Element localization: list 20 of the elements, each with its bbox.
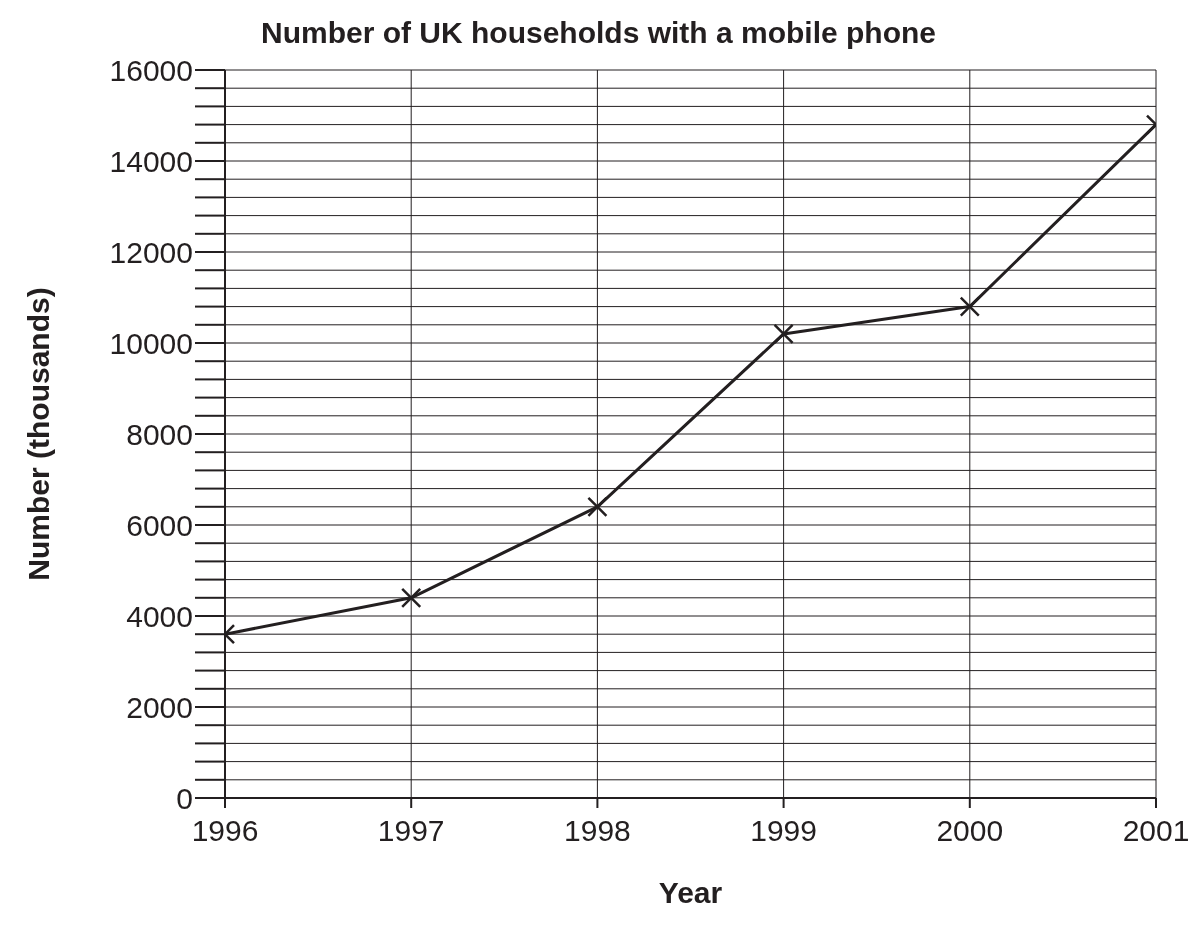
- y-tick-label: 0: [176, 781, 193, 815]
- x-tick-label: 1997: [377, 814, 445, 848]
- y-tick-label: 10000: [109, 326, 193, 360]
- y-tick-label: 16000: [109, 53, 193, 87]
- y-tick-label: 4000: [126, 599, 193, 633]
- y-tick-label: 12000: [109, 235, 193, 269]
- point: [773, 323, 794, 345]
- chart-title: Number of UK households with a mobile phone: [260, 16, 936, 49]
- y-tick-label: 6000: [126, 508, 193, 542]
- x-tick-label: 1999: [750, 814, 817, 848]
- x-tick-label: 2000: [936, 814, 1004, 848]
- y-tick-label: 2000: [126, 690, 193, 724]
- y-tick-label: 8000: [126, 417, 193, 451]
- x-tick-label: 1996: [191, 814, 259, 848]
- y-tick-label: 14000: [109, 144, 193, 178]
- y-axis-title: Number (thousands): [21, 287, 55, 581]
- point: [587, 496, 608, 518]
- x-tick-label: 2001: [1122, 814, 1190, 848]
- x-axis-title: Year: [658, 876, 723, 909]
- x-tick-label: 1998: [564, 814, 631, 848]
